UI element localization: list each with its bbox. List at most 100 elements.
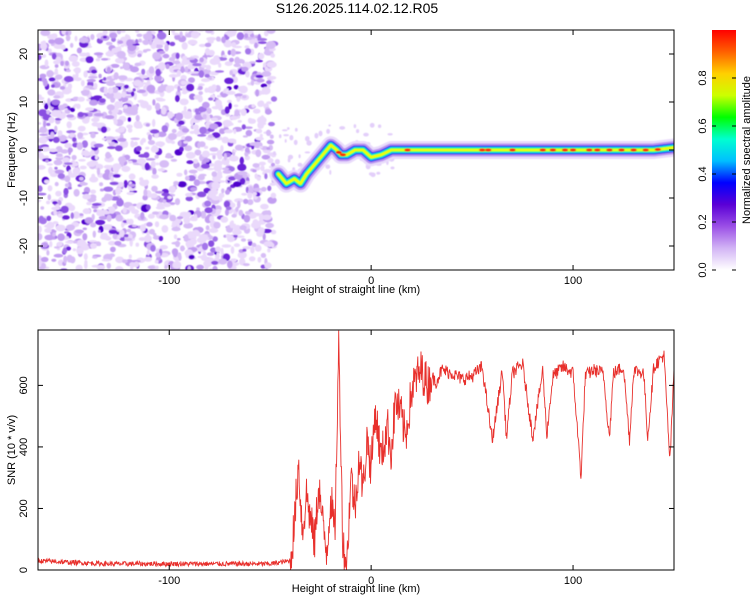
noise-blob (96, 167, 101, 176)
noise-blob (115, 57, 125, 64)
noise-blob (233, 128, 237, 134)
noise-blob (138, 154, 148, 158)
noise-blob (284, 139, 287, 143)
noise-blob (46, 215, 52, 221)
noise-blob (229, 115, 238, 120)
noise-blob (298, 154, 301, 159)
noise-blob (233, 85, 239, 90)
noise-blob (93, 52, 104, 56)
noise-blob (105, 136, 115, 141)
noise-blob (149, 129, 160, 134)
noise-blob (115, 187, 122, 195)
noise-blob (106, 80, 116, 86)
noise-blob (222, 170, 232, 174)
noise-blob (270, 96, 278, 102)
noise-blob (242, 248, 247, 252)
noise-blob (103, 77, 107, 81)
noise-blob (369, 122, 375, 128)
noise-blob (96, 264, 106, 270)
noise-blob (152, 99, 156, 106)
noise-blob (228, 176, 237, 181)
noise-blob (44, 59, 49, 68)
noise-blob (90, 222, 97, 228)
noise-blob (139, 224, 146, 232)
noise-blob (89, 73, 97, 76)
noise-blob (237, 86, 245, 92)
noise-blob (202, 251, 207, 256)
noise-blob (38, 225, 42, 234)
noise-blob (92, 230, 97, 238)
noise-blob (201, 78, 211, 83)
noise-blob (123, 84, 129, 89)
noise-blob (72, 137, 77, 143)
noise-blob (96, 209, 105, 217)
noise-blob (151, 145, 157, 152)
noise-blob (154, 44, 164, 49)
noise-blob (131, 142, 135, 148)
noise-blob (204, 200, 212, 207)
noise-blob (136, 89, 146, 94)
noise-blob (105, 51, 115, 57)
noise-blob (50, 131, 55, 138)
noise-blob (265, 222, 274, 229)
noise-blob (93, 163, 104, 170)
noise-blob (83, 253, 88, 261)
noise-blob (82, 227, 88, 231)
noise-blob (138, 74, 149, 79)
spectrogram-xlabel: Height of straight line (km) (292, 284, 420, 296)
noise-blob (200, 254, 208, 261)
noise-blob (146, 30, 152, 38)
noise-blob (205, 122, 210, 129)
noise-blob (112, 174, 121, 178)
noise-blob (213, 221, 221, 229)
noise-blob (53, 159, 63, 166)
noise-blob (62, 215, 70, 220)
noise-blob (239, 258, 246, 266)
noise-blob (38, 54, 42, 61)
noise-blob (221, 188, 225, 194)
spectrogram-marks (38, 30, 674, 270)
noise-blob (233, 104, 239, 108)
noise-blob (287, 157, 291, 163)
noise-blob (46, 163, 53, 166)
noise-blob (252, 108, 261, 114)
noise-blob (198, 234, 209, 239)
noise-blob (180, 245, 185, 252)
noise-blob (198, 43, 206, 48)
noise-blob (183, 234, 189, 242)
noise-blob (187, 175, 196, 182)
noise-blob (81, 151, 91, 157)
noise-blob (183, 216, 191, 224)
x-tick-label: 0 (368, 275, 374, 287)
noise-blob (244, 45, 250, 49)
noise-blob (181, 127, 190, 133)
noise-blob (40, 206, 45, 210)
noise-blob (136, 72, 142, 76)
noise-blob (233, 234, 238, 238)
noise-blob (209, 147, 219, 152)
noise-blob (289, 135, 294, 141)
noise-blob (138, 237, 146, 241)
noise-blob (216, 94, 222, 98)
noise-blob (38, 136, 48, 144)
noise-blob (66, 224, 75, 231)
noise-blob (257, 121, 265, 129)
noise-blob (201, 153, 210, 158)
noise-blob (53, 253, 64, 258)
noise-blob (282, 129, 288, 132)
noise-blob (47, 34, 57, 40)
noise-blob (260, 253, 267, 258)
noise-blob (154, 102, 161, 111)
noise-blob (109, 181, 119, 186)
noise-blob (60, 60, 65, 67)
noise-blob (204, 207, 213, 214)
noise-blob (109, 32, 118, 39)
noise-blob (145, 204, 151, 211)
noise-blob (86, 78, 96, 83)
noise-blob (171, 30, 176, 34)
noise-blob (39, 217, 47, 225)
noise-blob (38, 185, 43, 192)
noise-blob (73, 189, 80, 197)
noise-blob (116, 198, 124, 207)
noise-blob (225, 233, 231, 239)
